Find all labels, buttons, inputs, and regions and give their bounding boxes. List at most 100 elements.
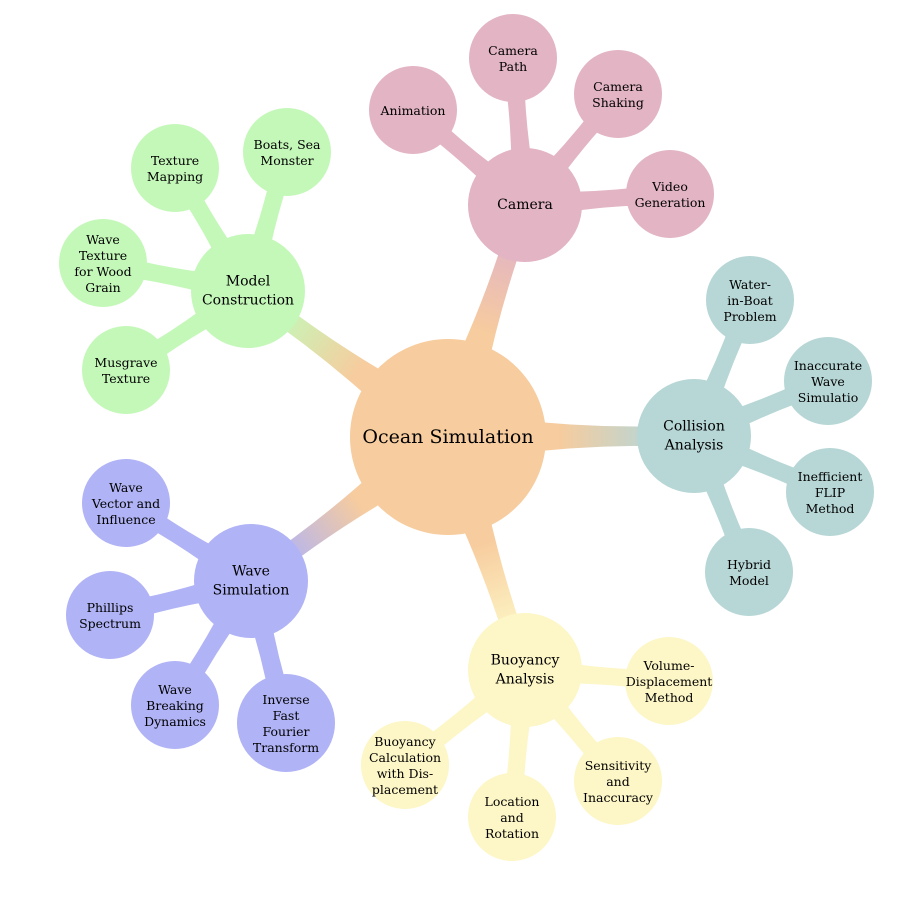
branch-label-wave-simulation: Wave Simulation xyxy=(213,564,290,599)
leaf-node-location-rotation xyxy=(468,773,556,861)
branch-label-buoyancy-analysis-line: Buoyancy xyxy=(491,653,560,669)
branch-node-collision-analysis xyxy=(637,379,751,493)
leaf-label-water-in-boat-line: in-Boat xyxy=(727,293,772,308)
leaf-label-inefficient-flip-line: Inefficient xyxy=(798,469,863,484)
branch-node-wave-simulation xyxy=(194,524,308,638)
leaf-label-musgrave-texture: Musgrave Texture xyxy=(94,355,157,386)
branch-label-collision-analysis: Collision Analysis xyxy=(663,419,725,454)
leaf-label-boats-sea-monster-line: Monster xyxy=(260,153,313,168)
leaf-label-animation: Animation xyxy=(380,103,446,118)
leaf-label-texture-mapping: Texture Mapping xyxy=(147,153,203,184)
leaf-node-camera-shaking xyxy=(574,50,662,138)
leaf-label-boats-sea-monster: Boats, Sea Monster xyxy=(254,137,322,168)
leaf-label-animation-line: Animation xyxy=(380,103,446,118)
leaf-node-sensitivity xyxy=(574,737,662,825)
branch-label-wave-simulation-line: Wave xyxy=(232,564,270,580)
leaf-node-inaccurate-wave xyxy=(784,337,872,425)
leaf-label-inverse-fft: Inverse Fast Fourier Transform xyxy=(253,692,319,755)
branch-node-camera xyxy=(468,148,582,262)
leaf-label-volume-displacement-line: Volume- xyxy=(643,658,695,673)
branch-label-buoyancy-analysis: Buoyancy Analysis xyxy=(491,653,560,688)
branch-label-wave-simulation-line: Simulation xyxy=(213,583,290,599)
leaf-node-inefficient-flip xyxy=(786,448,874,536)
branch-label-buoyancy-analysis-line: Analysis xyxy=(495,672,555,688)
branch-label-camera-line: Camera xyxy=(497,197,553,213)
leaf-label-inefficient-flip-line: FLIP xyxy=(815,485,845,500)
leaf-label-camera-shaking-line: Shaking xyxy=(592,95,644,110)
leaf-label-location-rotation-line: Rotation xyxy=(485,826,539,841)
leaf-label-wave-breaking-line: Dynamics xyxy=(144,714,206,729)
root-node xyxy=(350,339,546,535)
leaf-label-phillips-spectrum: Phillips Spectrum xyxy=(79,600,141,631)
leaf-label-buoyancy-calculation-line: placement xyxy=(372,782,438,797)
node-layer xyxy=(59,14,874,861)
leaf-node-boats-sea-monster xyxy=(243,108,331,196)
leaf-label-inefficient-flip: Inefficient FLIP Method xyxy=(798,469,863,516)
leaf-label-inverse-fft-line: Fourier xyxy=(263,724,310,739)
branch-label-collision-analysis-line: Analysis xyxy=(664,438,724,454)
leaf-label-texture-mapping-line: Texture xyxy=(151,153,199,168)
branch-label-collision-analysis-line: Collision xyxy=(663,419,725,435)
leaf-label-location-rotation-line: and xyxy=(500,810,524,825)
leaf-label-inefficient-flip-line: Method xyxy=(806,501,855,516)
leaf-label-buoyancy-calculation-line: with Dis- xyxy=(377,766,433,781)
leaf-label-texture-mapping-line: Mapping xyxy=(147,169,203,184)
leaf-label-inaccurate-wave-line: Simulatio xyxy=(798,390,858,405)
leaf-label-inverse-fft-line: Fast xyxy=(273,708,300,723)
leaf-label-hybrid-model-line: Hybrid xyxy=(727,557,771,572)
leaf-label-wave-texture-wood-line: Wave xyxy=(86,232,120,247)
leaf-label-volume-displacement-line: Method xyxy=(645,690,694,705)
leaf-label-location-rotation-line: Location xyxy=(485,794,540,809)
root-label-line: Ocean Simulation xyxy=(362,426,533,448)
leaf-label-inaccurate-wave: Inaccurate Wave Simulatio xyxy=(794,358,862,405)
leaf-node-wave-breaking xyxy=(131,661,219,749)
leaf-node-wave-vector xyxy=(82,459,170,547)
leaf-node-phillips-spectrum xyxy=(66,571,154,659)
leaf-node-texture-mapping xyxy=(131,124,219,212)
leaf-label-camera-shaking-line: Camera xyxy=(593,79,643,94)
leaf-label-hybrid-model: Hybrid Model xyxy=(727,557,771,588)
leaf-label-wave-breaking-line: Wave xyxy=(158,682,192,697)
leaf-label-sensitivity-line: Sensitivity xyxy=(585,758,653,773)
leaf-label-musgrave-texture-line: Texture xyxy=(102,371,150,386)
leaf-label-camera-path-line: Path xyxy=(499,59,527,74)
leaf-label-video-generation: Video Generation xyxy=(635,179,706,210)
leaf-label-volume-displacement: Volume-Displacement Method xyxy=(626,658,713,705)
leaf-label-camera-shaking: Camera Shaking xyxy=(592,79,644,110)
leaf-label-inaccurate-wave-line: Inaccurate xyxy=(794,358,862,373)
leaf-label-phillips-spectrum-line: Spectrum xyxy=(79,616,141,631)
leaf-label-water-in-boat-line: Water- xyxy=(729,277,771,292)
leaf-node-musgrave-texture xyxy=(82,326,170,414)
leaf-node-wave-texture-wood xyxy=(59,219,147,307)
leaf-label-buoyancy-calculation-line: Calculation xyxy=(369,750,441,765)
leaf-label-water-in-boat: Water-in-Boat Problem xyxy=(723,277,776,324)
leaf-label-wave-texture-wood-line: Texture xyxy=(79,248,127,263)
branch-node-buoyancy-analysis xyxy=(468,613,582,727)
leaf-label-inverse-fft-line: Transform xyxy=(253,740,319,755)
branch-label-model-construction: Model Construction xyxy=(202,274,294,309)
leaf-label-hybrid-model-line: Model xyxy=(729,573,769,588)
leaf-label-musgrave-texture-line: Musgrave xyxy=(94,355,157,370)
leaf-label-phillips-spectrum-line: Phillips xyxy=(87,600,134,615)
leaf-node-animation xyxy=(369,66,457,154)
leaf-label-video-generation-line: Video xyxy=(651,179,688,194)
branch-node-model-construction xyxy=(191,234,305,348)
leaf-label-buoyancy-calculation-line: Buoyancy xyxy=(374,734,436,749)
leaf-label-wave-texture-wood-line: for Wood xyxy=(74,264,131,279)
branch-label-model-construction-line: Model xyxy=(226,274,271,290)
branch-label-camera: Camera xyxy=(497,197,553,213)
leaf-label-volume-displacement-line: Displacement xyxy=(626,674,713,689)
leaf-label-sensitivity-line: and xyxy=(606,774,630,789)
leaf-label-inverse-fft-line: Inverse xyxy=(262,692,309,707)
leaf-label-camera-path: Camera Path xyxy=(488,43,538,74)
leaf-label-wave-vector-line: Influence xyxy=(96,512,155,527)
leaf-label-water-in-boat-line: Problem xyxy=(723,309,776,324)
leaf-label-location-rotation: Location and Rotation xyxy=(485,794,540,841)
leaf-label-sensitivity: Sensitivity and Inaccuracy xyxy=(583,758,654,805)
leaf-label-wave-breaking: Wave Breaking Dynamics xyxy=(144,682,206,729)
branch-label-model-construction-line: Construction xyxy=(202,293,294,309)
leaf-label-video-generation-line: Generation xyxy=(635,195,706,210)
leaf-node-video-generation xyxy=(626,150,714,238)
